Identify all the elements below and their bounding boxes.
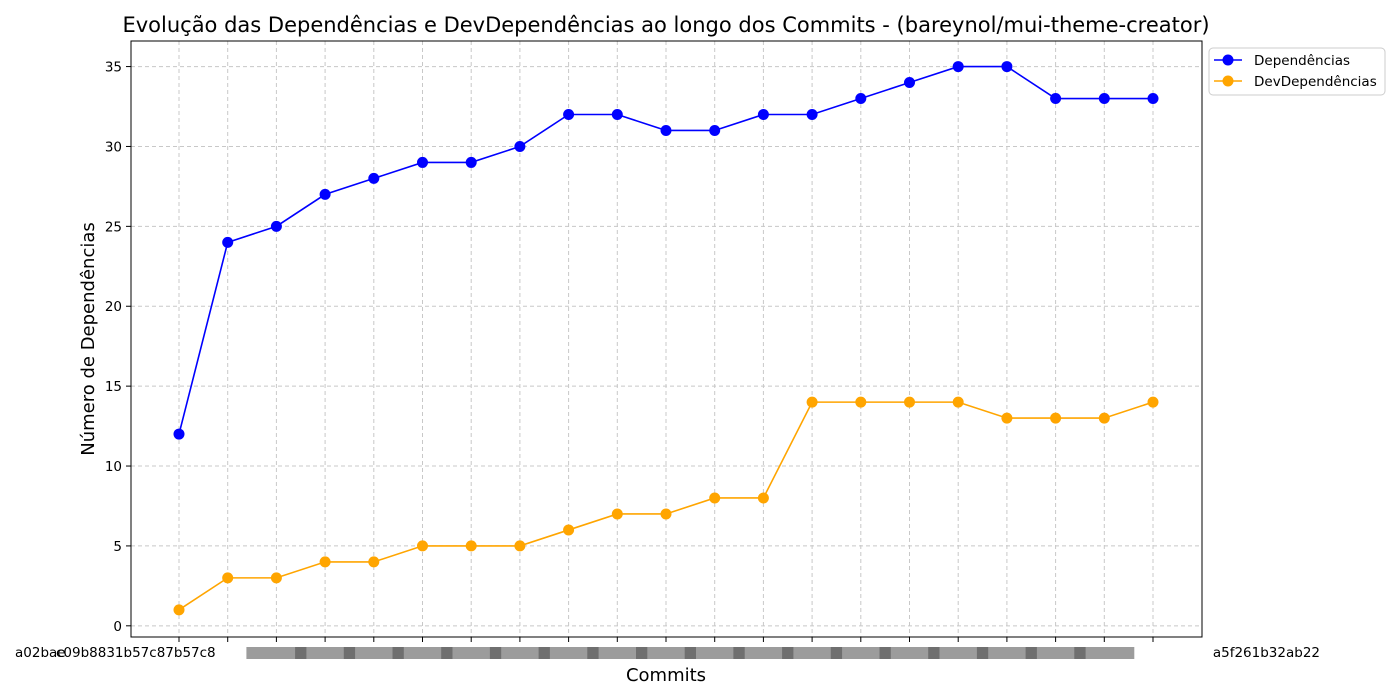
x-tick-label-overlap bbox=[976, 647, 1037, 659]
data-point bbox=[904, 396, 915, 408]
x-tick-label: a5f261b32ab22 bbox=[1213, 645, 1320, 661]
legend-marker bbox=[1222, 54, 1234, 66]
y-axis: 0 5 10 15 20 25 30 35 bbox=[105, 60, 131, 635]
data-point bbox=[514, 540, 526, 552]
data-point bbox=[1001, 412, 1013, 424]
data-point bbox=[757, 492, 769, 504]
data-point bbox=[952, 396, 964, 408]
data-point bbox=[417, 540, 428, 552]
data-point bbox=[319, 188, 331, 200]
x-tick-label-overlap bbox=[879, 647, 940, 659]
y-tick-label: 10 bbox=[105, 459, 122, 475]
data-point bbox=[709, 124, 721, 136]
y-tick-label: 15 bbox=[105, 379, 122, 395]
x-tick-label-overlap bbox=[1025, 647, 1086, 659]
data-point bbox=[173, 604, 185, 616]
y-tick-label: 30 bbox=[105, 139, 122, 155]
y-tick-label: 0 bbox=[113, 619, 122, 635]
x-tick-label-overlap bbox=[782, 647, 843, 659]
data-point bbox=[270, 572, 282, 584]
series-lines bbox=[173, 61, 1159, 616]
data-point bbox=[465, 156, 477, 168]
x-tick-label-overlap bbox=[733, 647, 794, 659]
data-point bbox=[709, 492, 721, 504]
data-point bbox=[465, 540, 477, 552]
legend-box bbox=[1208, 47, 1386, 96]
y-tick-label: 5 bbox=[113, 539, 122, 555]
data-point bbox=[1147, 396, 1159, 408]
x-tick-label-overlap bbox=[489, 647, 550, 659]
x-tick-label: a02bae bbox=[15, 645, 66, 661]
y-tick-label: 20 bbox=[105, 299, 122, 315]
data-point bbox=[855, 93, 867, 105]
data-point bbox=[904, 77, 915, 89]
x-tick-label-overlap bbox=[246, 647, 307, 659]
x-tick-label-overlap bbox=[392, 647, 453, 659]
x-tick-label-overlap bbox=[587, 647, 648, 659]
data-point bbox=[368, 172, 380, 184]
x-tick-label-overlap bbox=[1074, 647, 1135, 659]
x-tick-label-overlap bbox=[295, 647, 356, 659]
data-point bbox=[1098, 412, 1110, 424]
data-point bbox=[1098, 93, 1110, 105]
y-axis-label: Número de Dependências bbox=[78, 222, 99, 456]
data-point bbox=[1001, 61, 1013, 73]
x-tick-label: c09b8831b57c87b57c8 bbox=[56, 645, 216, 661]
data-point bbox=[952, 61, 964, 73]
data-point bbox=[222, 236, 234, 248]
data-point bbox=[563, 524, 575, 536]
x-tick-label-overlap bbox=[441, 647, 502, 659]
data-point bbox=[319, 556, 331, 568]
data-point bbox=[611, 508, 623, 520]
legend-marker bbox=[1222, 75, 1234, 87]
data-point bbox=[417, 156, 428, 168]
grid-lines bbox=[131, 41, 1202, 637]
legend-label: Dependências bbox=[1254, 53, 1350, 69]
data-point bbox=[806, 109, 818, 121]
data-point bbox=[855, 396, 867, 408]
data-point bbox=[757, 109, 769, 121]
legend: Dependências DevDependências bbox=[1208, 47, 1386, 96]
data-point bbox=[806, 396, 818, 408]
data-point bbox=[173, 428, 185, 440]
x-tick-label-overlap bbox=[684, 647, 745, 659]
x-tick-label-overlap bbox=[538, 647, 599, 659]
data-point bbox=[1147, 93, 1159, 105]
x-tick-label-overlap bbox=[636, 647, 696, 659]
x-tick-label-overlap bbox=[343, 647, 404, 659]
y-tick-label: 25 bbox=[105, 219, 122, 235]
x-axis-label: Commits bbox=[626, 665, 706, 686]
data-point bbox=[611, 109, 623, 121]
chart-title: Evolução das Dependências e DevDependênc… bbox=[122, 13, 1209, 37]
data-point bbox=[514, 140, 526, 152]
x-tick-label-overlap bbox=[830, 647, 891, 659]
data-point bbox=[222, 572, 234, 584]
x-tick-label-overlap bbox=[928, 647, 989, 659]
data-point bbox=[270, 220, 282, 232]
y-tick-label: 35 bbox=[105, 60, 122, 76]
data-point bbox=[368, 556, 380, 568]
data-point bbox=[563, 109, 575, 121]
data-point bbox=[660, 124, 672, 136]
data-point bbox=[1050, 93, 1062, 105]
data-point bbox=[660, 508, 672, 520]
legend-label: DevDependências bbox=[1254, 74, 1377, 90]
data-point bbox=[1050, 412, 1062, 424]
